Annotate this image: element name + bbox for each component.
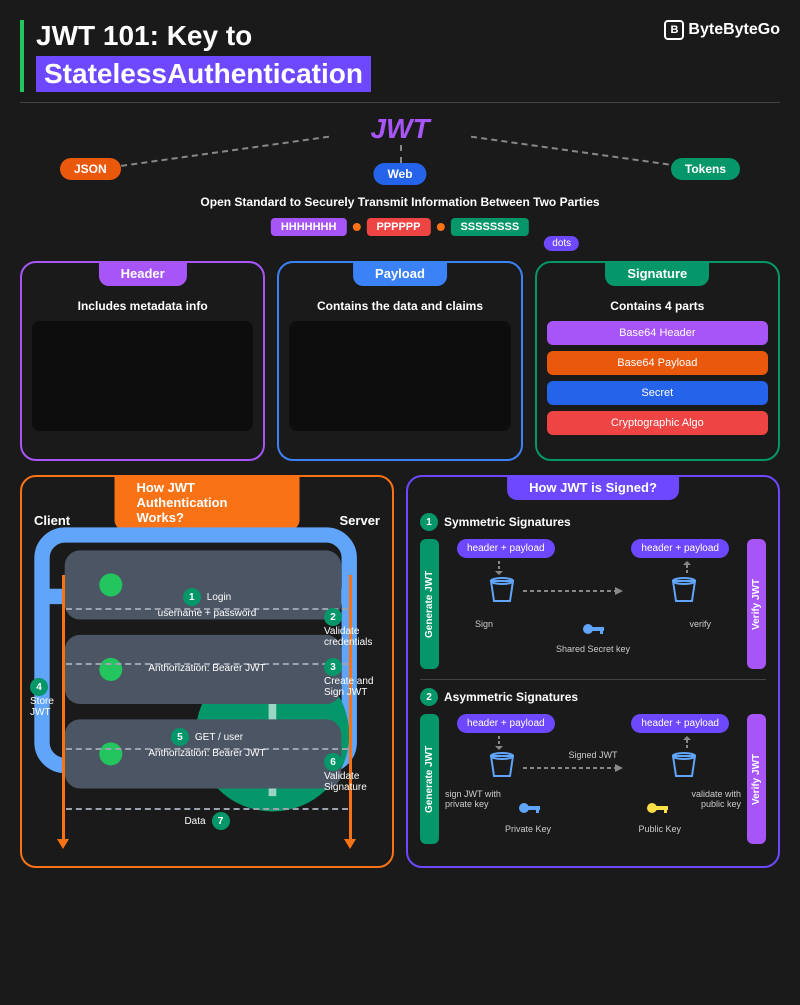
up-arrow-icon [683,561,691,575]
brand-logo: B ByteByteGo [664,20,780,40]
asymmetric-section: 2Asymmetric Signatures Generate JWT head… [420,688,766,844]
step-5: 5GET / user Anthorization: Bearer JWT [66,728,348,761]
bucket-icon [487,577,517,603]
brand-name: ByteByteGo [688,21,780,39]
signature-tab: Signature [605,261,709,286]
arrow-icon [523,764,623,772]
bucket-icon [487,752,517,778]
step-3-lbl: 3Create and Sign JWT [324,658,382,698]
logo-icon: B [664,20,684,40]
client-label: Client [34,513,70,528]
payload-card: Payload Contains the data and claims [277,261,522,461]
step-2: 2Validate credentials [324,608,382,648]
json-pill: JSON [60,158,121,180]
payload-tab: Payload [353,261,447,286]
asymmetric-diagram: header + payload header + payload Signed… [445,714,741,844]
key-icon [645,796,669,820]
divider [20,102,780,103]
key-icon [581,617,605,641]
header: JWT 101: Key to StatelessAuthentication … [20,20,780,92]
step-4: 4Store JWT [30,678,70,718]
token-header: HHHHHHH [271,218,347,236]
sig-item-4: Cryptographic Algo [547,411,768,435]
server-label: Server [340,513,380,528]
arrow-icon [523,587,623,595]
verify-tab: Verify JWT [747,714,766,844]
arrow-to-web [400,145,402,163]
verify-tab: Verify JWT [747,539,766,669]
sign-panel-title: How JWT is Signed? [507,475,679,500]
jwt-parts-cards: Header Includes metadata info Payload Co… [20,261,780,461]
payload-subtitle: Contains the data and claims [289,299,510,313]
down-arrow-icon [495,736,503,750]
auth-flow: Client Server 1Login username + password… [34,513,380,843]
step-6: 6Validate Signature [324,753,382,793]
sig-item-1: Base64 Header [547,321,768,345]
auth-flow-panel: How JWT Authentication Works? Client Ser… [20,475,394,868]
subtitle: Open Standard to Securely Transmit Infor… [200,195,599,209]
dots-label: dots [544,236,579,251]
jwt-acronym: JWT [20,113,780,145]
step-3: Anthorization: Bearer JWT [66,663,348,676]
header-content-box [32,321,253,431]
header-card: Header Includes metadata info [20,261,265,461]
section-divider [420,679,766,680]
generate-tab: Generate JWT [420,714,439,844]
signing-panel: How JWT is Signed? 1Symmetric Signatures… [406,475,780,868]
bucket-icon [669,752,699,778]
jwt-expansion: JWT JSON Web Tokens Open Standard to Sec… [20,113,780,253]
header-subtitle: Includes metadata info [32,299,253,313]
token-payload: PPPPPP [366,218,430,236]
title-line1: JWT 101: Key to [36,20,371,52]
sig-item-3: Secret [547,381,768,405]
symmetric-section: 1Symmetric Signatures Generate JWT heade… [420,513,766,669]
title-block: JWT 101: Key to StatelessAuthentication [20,20,371,92]
step-1: 1Login username + password [66,588,348,621]
dot-separator [352,223,360,231]
tokens-pill: Tokens [671,158,740,180]
generate-tab: Generate JWT [420,539,439,669]
step-7: Data7 [66,808,348,830]
title-line2: StatelessAuthentication [36,56,371,92]
symmetric-diagram: header + payload header + payload Sign v… [445,539,741,669]
token-signature: SSSSSSSS [450,218,529,236]
signature-card: Signature Contains 4 parts Base64 Header… [535,261,780,461]
up-arrow-icon [683,736,691,750]
sig-item-2: Base64 Payload [547,351,768,375]
bottom-panels: How JWT Authentication Works? Client Ser… [20,475,780,868]
dot-separator [436,223,444,231]
signature-subtitle: Contains 4 parts [547,299,768,313]
token-structure: HHHHHHH PPPPPP SSSSSSSS dots [271,218,529,236]
web-pill: Web [373,163,426,185]
bucket-icon [669,577,699,603]
key-icon [517,796,541,820]
payload-content-box [289,321,510,431]
header-tab: Header [99,261,187,286]
down-arrow-icon [495,561,503,575]
